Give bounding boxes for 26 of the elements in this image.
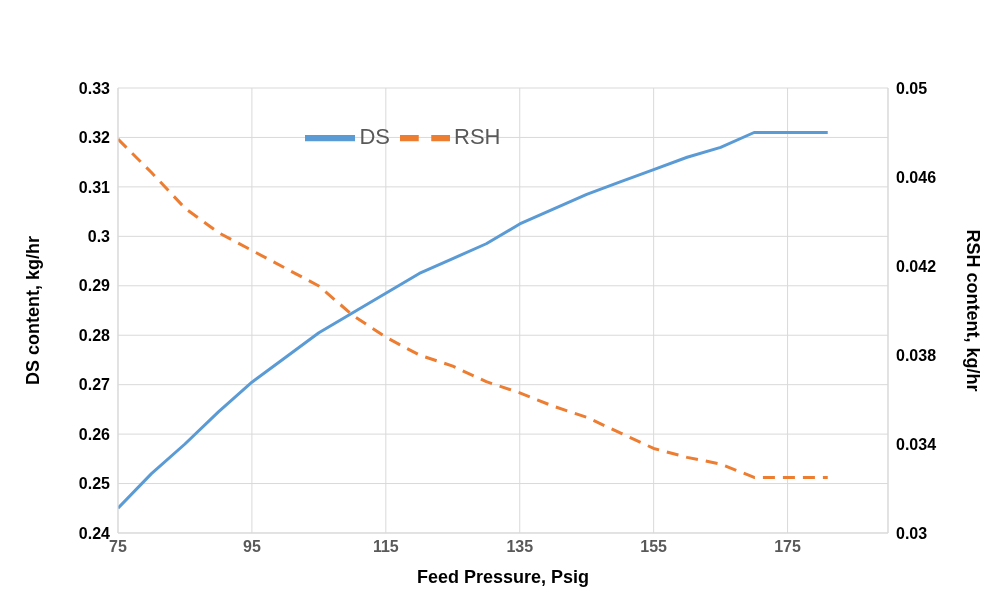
y2-tick-label: 0.05: [896, 79, 928, 97]
legend-label: DS: [359, 123, 391, 149]
y-tick-label: 0.25: [78, 475, 111, 493]
y-tick-label: 0.27: [78, 376, 111, 394]
x-tick-label: 155: [640, 538, 668, 556]
y2-tick-label: 0.046: [896, 168, 937, 186]
y-tick-label: 0.26: [78, 425, 111, 443]
y-tick-label: 0.33: [78, 79, 111, 97]
y-axis-title: DS content, kg/hr: [23, 235, 44, 386]
y-tick-label: 0.28: [78, 326, 111, 344]
y-tick-label: 0.29: [78, 277, 111, 295]
x-tick-label: 115: [372, 538, 399, 556]
y-tick-label: 0.3: [87, 228, 111, 246]
y-tick-label: 0.32: [78, 129, 111, 147]
x-tick-label: 175: [774, 538, 802, 556]
x-tick-label: 135: [506, 538, 534, 556]
x-tick-label: 95: [243, 538, 261, 556]
x-tick-label: 75: [109, 538, 127, 556]
x-axis-title: Feed Pressure, Psig: [416, 567, 590, 587]
legend-label: RSH: [454, 123, 501, 149]
y2-tick-label: 0.03: [896, 524, 928, 542]
y2-tick-label: 0.038: [896, 346, 937, 364]
y2-tick-label: 0.034: [896, 435, 937, 453]
y2-tick-label: 0.042: [896, 257, 937, 275]
y-tick-label: 0.31: [78, 178, 111, 196]
y2-axis-title: RSH content, kg/hr: [962, 229, 983, 392]
